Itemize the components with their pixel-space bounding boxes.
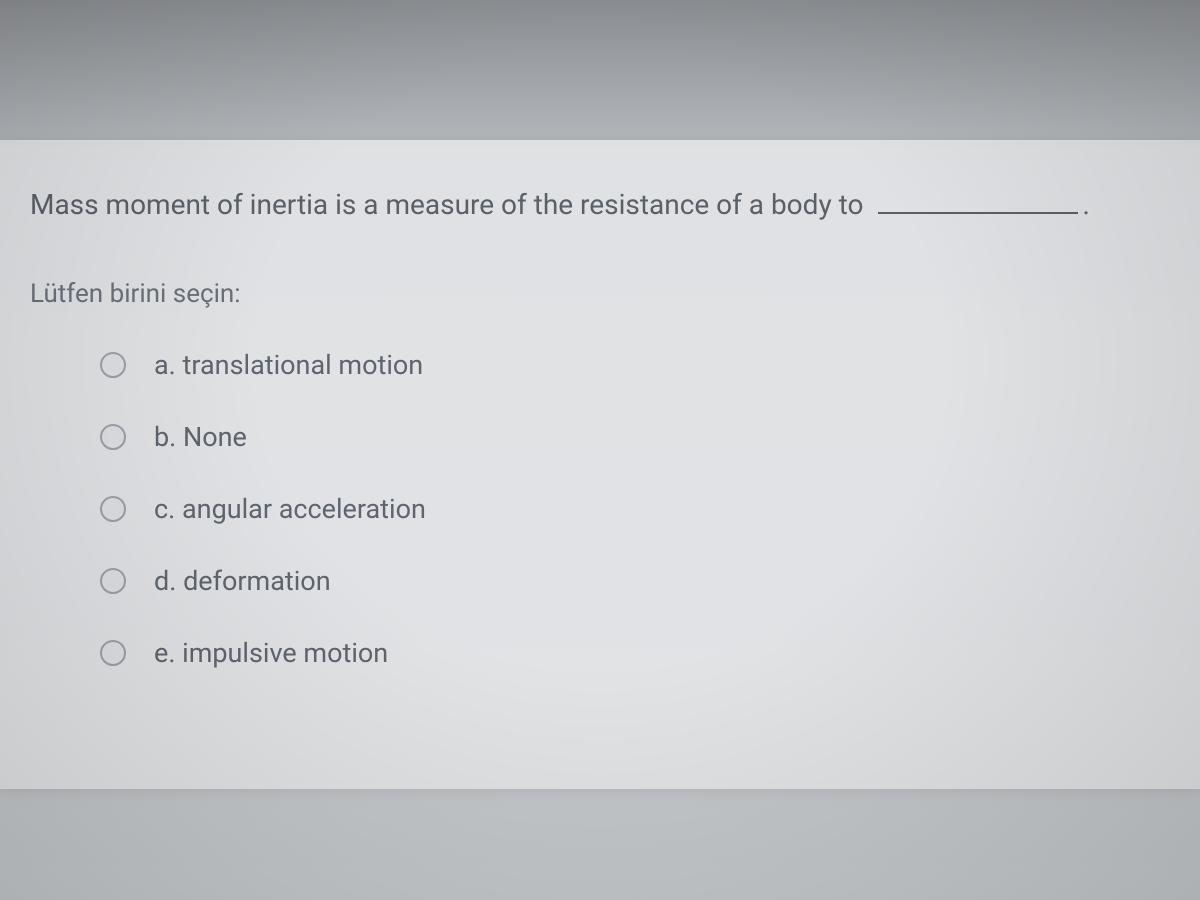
option-letter: d. (154, 565, 176, 597)
option-text: deformation (183, 565, 331, 597)
radio-icon[interactable] (100, 568, 126, 594)
option-letter: a. (154, 349, 176, 381)
radio-icon[interactable] (100, 640, 126, 666)
option-row-e[interactable]: e. impulsive motion (100, 637, 1170, 669)
option-letter: c. (154, 493, 175, 525)
option-text: None (183, 421, 247, 453)
radio-icon[interactable] (100, 424, 126, 450)
option-row-d[interactable]: d. deformation (100, 565, 1170, 597)
option-row-c[interactable]: c. angular acceleration (100, 493, 1170, 525)
option-text: translational motion (183, 349, 424, 381)
option-row-b[interactable]: b. None (100, 421, 1170, 453)
option-letter: b. (154, 421, 176, 453)
fill-in-blank-line (878, 212, 1078, 214)
options-list: a. translational motion b. None c. angul… (30, 349, 1170, 669)
option-label[interactable]: e. impulsive motion (154, 637, 388, 669)
option-label[interactable]: b. None (154, 421, 247, 453)
option-label[interactable]: d. deformation (154, 565, 331, 597)
option-text: impulsive motion (182, 637, 388, 669)
question-stem-text: Mass moment of inertia is a measure of t… (30, 188, 864, 221)
question-card: Mass moment of inertia is a measure of t… (0, 140, 1200, 789)
option-text: angular acceleration (182, 493, 426, 525)
question-stem: Mass moment of inertia is a measure of t… (30, 185, 1170, 224)
instruction-label: Lütfen birini seçin: (30, 279, 1170, 309)
question-period: . (1082, 188, 1089, 221)
option-label[interactable]: c. angular acceleration (154, 493, 426, 525)
radio-icon[interactable] (100, 496, 126, 522)
option-letter: e. (154, 637, 175, 669)
option-row-a[interactable]: a. translational motion (100, 349, 1170, 381)
option-label[interactable]: a. translational motion (154, 349, 423, 381)
radio-icon[interactable] (100, 352, 126, 378)
